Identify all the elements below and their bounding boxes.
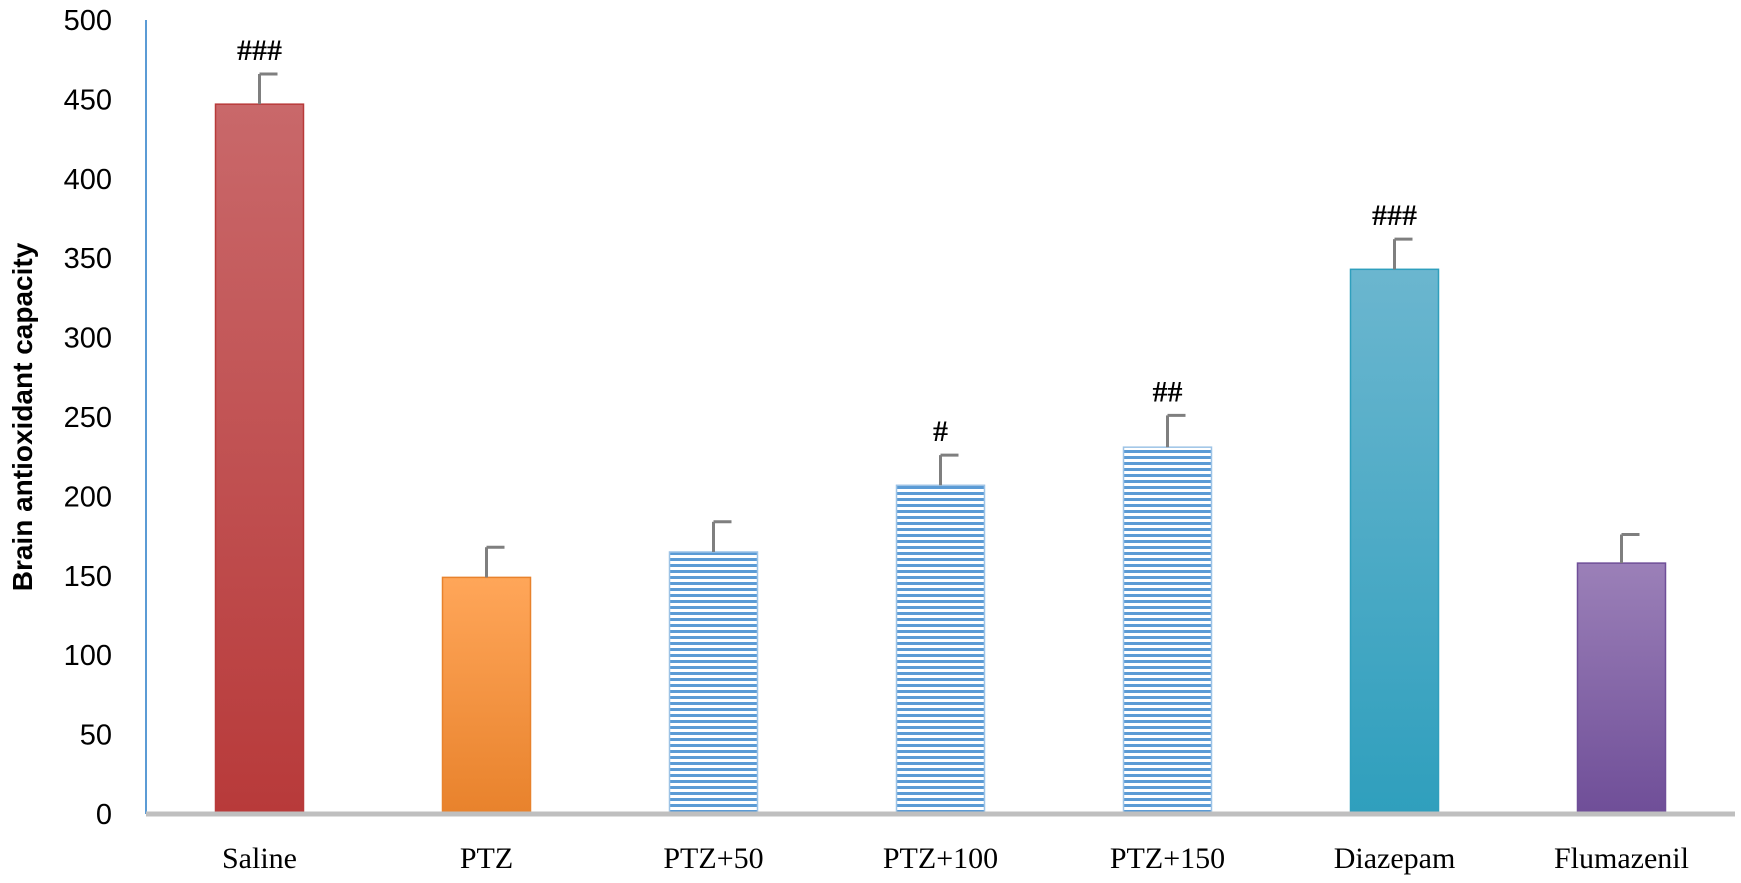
y-axis-title: Brain antioxidant capacity xyxy=(7,242,38,591)
error-bar xyxy=(1393,237,1413,270)
error-bar xyxy=(258,72,278,105)
y-tick-label: 300 xyxy=(64,323,112,355)
labels-layer: ### Saline PTZ PTZ+50 # PTZ+100 ## PTZ+150 ### Di… xyxy=(7,5,1689,875)
y-tick-label: 450 xyxy=(64,84,112,116)
x-tick-label: Saline xyxy=(222,842,297,875)
significance-annotation: ### xyxy=(1372,199,1417,232)
bar-saline xyxy=(214,103,305,815)
bar-ptz-50 xyxy=(668,551,759,815)
x-tick-label: PTZ+100 xyxy=(883,842,998,875)
error-bar xyxy=(485,545,505,578)
y-tick-label: 400 xyxy=(64,164,112,196)
y-tick-label: 200 xyxy=(64,481,112,513)
y-tick-label: 350 xyxy=(64,243,112,275)
y-tick-label: 50 xyxy=(80,720,112,752)
x-tick-label: Diazepam xyxy=(1334,842,1456,875)
y-tick-label: 250 xyxy=(64,402,112,434)
bar-ptz-150 xyxy=(1122,446,1213,815)
bar-diazepam xyxy=(1349,268,1440,815)
significance-annotation: ## xyxy=(1153,375,1183,408)
y-tick-label: 0 xyxy=(96,799,112,831)
bar-ptz-100 xyxy=(895,484,986,815)
significance-annotation: ### xyxy=(237,34,282,67)
x-tick-label: PTZ+50 xyxy=(663,842,763,875)
error-bar xyxy=(1620,533,1640,564)
y-tick-label: 100 xyxy=(64,640,112,672)
error-bar xyxy=(1166,413,1186,448)
x-tick-label: Flumazenil xyxy=(1554,842,1689,875)
x-tick-label: PTZ xyxy=(460,842,513,875)
error-bar xyxy=(712,520,732,552)
bar-ptz xyxy=(441,576,532,815)
error-bar xyxy=(939,453,959,486)
bar-flumazenil xyxy=(1576,562,1667,815)
significance-annotation: # xyxy=(933,415,948,448)
y-tick-label: 150 xyxy=(64,561,112,593)
axes-layer xyxy=(145,20,1735,817)
bars-layer xyxy=(214,72,1667,815)
x-tick-label: PTZ+150 xyxy=(1110,842,1225,875)
y-tick-label: 500 xyxy=(64,5,112,37)
